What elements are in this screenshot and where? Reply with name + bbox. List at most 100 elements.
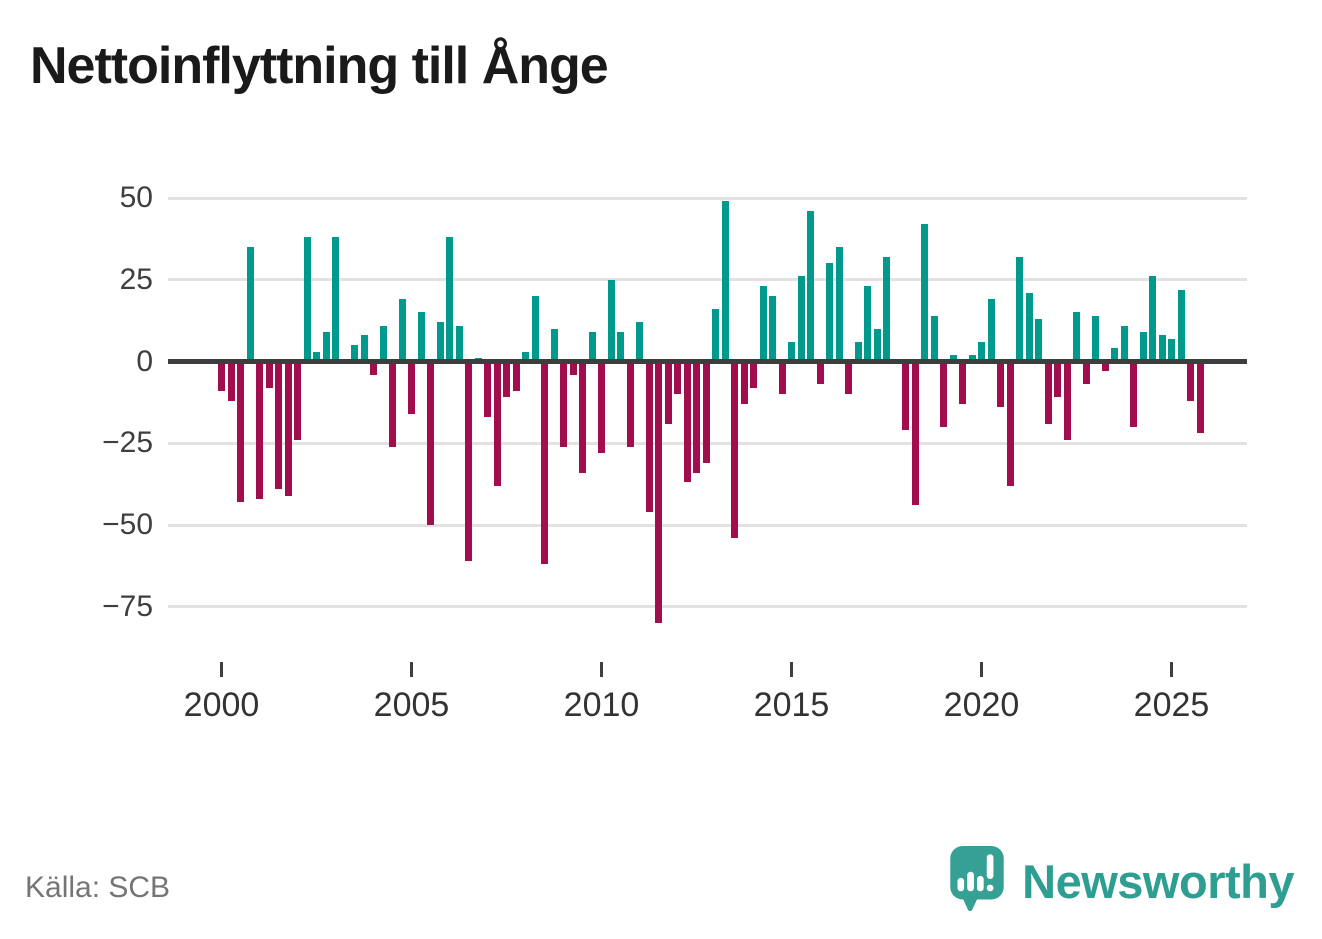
bar-2015-q2 [797,276,805,362]
bar-2019-q3 [959,361,966,404]
bar-2004-q3 [389,361,396,447]
bar-2009-q3 [579,361,586,473]
bar-2011-q4 [664,361,672,424]
bar-2013-q4 [740,361,748,404]
bar-2010-q1 [598,361,605,454]
bar-2014-q1 [750,361,757,388]
bar-2009-q2 [569,361,577,375]
bar-2003-q1 [332,237,339,362]
bar-2002-q2 [303,237,311,362]
bar-2024-q1 [1130,361,1137,427]
bar-2000-q1 [218,361,225,391]
bar-2001-q1 [256,361,263,499]
bar-2021-q2 [1025,292,1033,362]
x-tick [220,662,223,677]
bar-2006-q1 [446,237,453,362]
x-tick [980,662,983,677]
x-tick [1170,662,1173,677]
bar-2022-q3 [1073,312,1080,362]
bar-2002-q3 [313,351,320,362]
bar-2020-q2 [987,299,995,362]
gridline [168,196,1247,200]
logo-wordmark: Newsworthy [1022,854,1294,908]
newsworthy-logo: Newsworthy [946,843,1294,919]
bar-2023-q1 [1092,315,1099,362]
plot-area: 50 25 0 −25 −50 −75 2000 2005 2010 2015 2020 2025 [102,181,1247,724]
bar-2015-q3 [807,211,814,362]
bar-2000-q2 [227,361,235,401]
bar-2012-q3 [693,361,700,473]
bar-2009-q1 [560,361,567,447]
bar-2012-q2 [683,361,691,483]
bar-2018-q3 [921,224,928,362]
bar-2008-q4 [550,328,558,362]
bar-2022-q2 [1063,361,1071,440]
gridline [168,523,1247,527]
x-tick-label: 2025 [1133,686,1210,724]
bar-2025-q4 [1196,361,1204,434]
x-tick-label: 2000 [183,686,260,724]
bar-2007-q1 [484,361,491,418]
bar-2010-q2 [607,279,615,362]
bar-2020-q3 [997,361,1004,408]
bar-2005-q1 [408,361,415,414]
bar-2023-q4 [1120,325,1128,362]
bar-2016-q2 [835,247,843,362]
bar-2013-q2 [721,201,729,362]
bar-2020-q1 [978,341,985,362]
bar-2001-q2 [265,361,273,388]
bar-2011-q2 [645,361,653,512]
bar-2021-q1 [1016,256,1023,362]
bar-2019-q1 [940,361,947,427]
bar-2021-q4 [1044,361,1052,424]
bar-2008-q3 [541,361,548,565]
bar-2008-q1 [522,351,529,362]
bar-2018-q2 [911,361,919,506]
bar-2005-q2 [417,312,425,362]
y-axis-label: −50 [102,508,153,541]
y-axis-label: −75 [102,589,153,623]
bar-2001-q3 [275,361,282,490]
bar-2025-q2 [1177,289,1185,362]
bar-2010-q3 [617,332,624,362]
bar-2025-q1 [1168,338,1175,362]
bar-2018-q1 [902,361,909,431]
bar-2024-q4 [1158,335,1166,362]
bar-2021-q3 [1035,318,1042,362]
bar-2006-q3 [465,361,472,561]
zero-line [168,359,1247,364]
bar-2006-q2 [455,325,463,362]
chart-title: Nettoinflyttning till Ånge [30,37,609,95]
bar-2007-q2 [493,361,501,486]
bar-2014-q4 [778,361,786,395]
bar-2019-q4 [968,354,976,362]
bar-2005-q4 [436,322,444,362]
y-axis-label: 0 [136,344,153,378]
bar-2013-q3 [731,361,738,539]
bar-2003-q3 [351,345,358,362]
bar-2002-q1 [294,361,301,440]
bar-2004-q4 [398,299,406,362]
bar-2011-q1 [636,322,643,362]
bar-2025-q3 [1187,361,1194,401]
bar-2012-q4 [702,361,710,463]
x-tick-label: 2015 [753,686,830,724]
source-label: Källa: SCB [25,871,171,904]
bar-2004-q2 [379,325,387,362]
bar-2001-q4 [284,361,292,496]
bar-2009-q4 [588,332,596,362]
bar-2020-q4 [1006,361,1014,486]
bar-2022-q1 [1054,361,1061,398]
bar-2008-q2 [531,296,539,362]
x-tick-label: 2005 [373,686,450,724]
y-axis-label: −25 [102,426,153,460]
bar-2017-q3 [883,256,890,362]
bar-2007-q4 [512,361,520,391]
bar-2002-q4 [322,332,330,362]
bar-2013-q1 [712,309,719,362]
bar-2016-q1 [826,263,833,362]
bar-2010-q4 [626,361,634,447]
bar-2014-q2 [759,286,767,362]
gridline [168,278,1247,282]
